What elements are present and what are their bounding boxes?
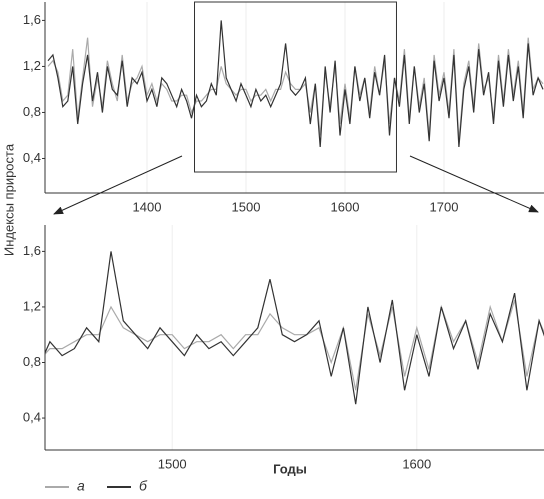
y-tick-label: 0,8 (23, 104, 41, 119)
series-line (45, 251, 544, 405)
y-tick-label: 1,6 (23, 243, 41, 258)
y-tick-label: 1,2 (23, 58, 41, 73)
zoom-box (194, 1, 397, 173)
series-line (45, 299, 544, 391)
y-tick-label: 1,2 (23, 298, 41, 313)
series-line (47, 20, 544, 148)
x-tick-label: 1600 (402, 456, 431, 471)
series-line (47, 37, 544, 142)
y-axis-label: Индексы прироста (1, 143, 16, 256)
x-tick-label: 1700 (430, 199, 459, 214)
x-tick-label: 1500 (232, 199, 261, 214)
legend-label: б (139, 478, 148, 494)
arrow (409, 155, 539, 213)
arrow (53, 155, 183, 215)
x-tick-label: 1600 (331, 199, 360, 214)
y-tick-label: 0,4 (23, 150, 41, 165)
y-tick-label: 0,4 (23, 409, 41, 424)
x-axis-label: Годы (273, 461, 307, 476)
x-tick-label: 1500 (158, 456, 187, 471)
y-tick-label: 1,6 (23, 12, 41, 27)
y-tick-label: 0,8 (23, 354, 41, 369)
legend-label: а (77, 478, 85, 494)
x-tick-label: 1400 (133, 199, 162, 214)
